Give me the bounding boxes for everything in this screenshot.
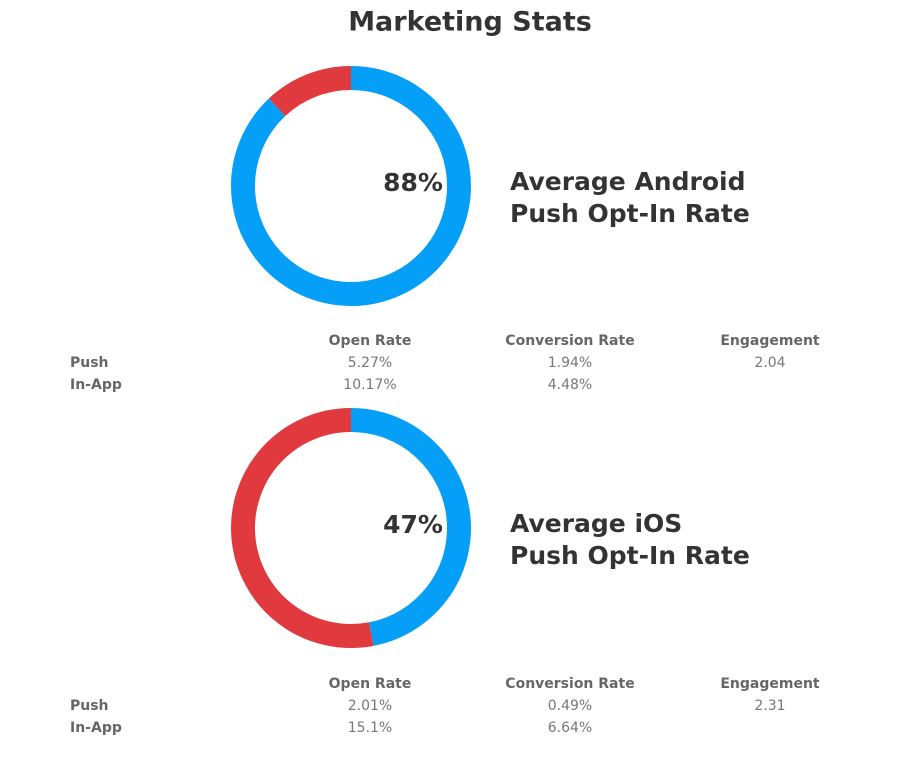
donut-segment [231, 66, 471, 306]
table-cell: 2.01% [348, 698, 392, 714]
page-title: Marketing Stats [348, 7, 592, 38]
table-cell: 1.94% [548, 355, 592, 371]
row-label: In-App [70, 720, 122, 736]
table-cell: 4.48% [548, 377, 592, 393]
table-cell: 10.17% [343, 377, 396, 393]
column-header: Engagement [720, 676, 820, 692]
table-cell: 2.31 [754, 698, 785, 714]
column-header: Conversion Rate [505, 333, 634, 349]
table-cell: 6.64% [548, 720, 592, 736]
donut-segment [350, 408, 471, 646]
column-header: Open Rate [329, 333, 412, 349]
donut-segment [231, 408, 374, 648]
table-cell: 0.49% [548, 698, 592, 714]
row-label: In-App [70, 377, 122, 393]
center-label: 88% [383, 168, 443, 197]
donut-segment [268, 66, 352, 117]
table-cell: 15.1% [348, 720, 392, 736]
row-label: Push [70, 355, 109, 371]
table-cell: 2.04 [754, 355, 785, 371]
column-header: Conversion Rate [505, 676, 634, 692]
chart-title: Average Android [510, 167, 745, 196]
column-header: Engagement [720, 333, 820, 349]
chart-title: Push Opt-In Rate [510, 541, 750, 570]
row-label: Push [70, 698, 109, 714]
table-cell: 5.27% [348, 355, 392, 371]
center-label: 47% [383, 510, 443, 539]
chart-title: Average iOS [510, 509, 682, 538]
chart-title: Push Opt-In Rate [510, 199, 750, 228]
column-header: Open Rate [329, 676, 412, 692]
